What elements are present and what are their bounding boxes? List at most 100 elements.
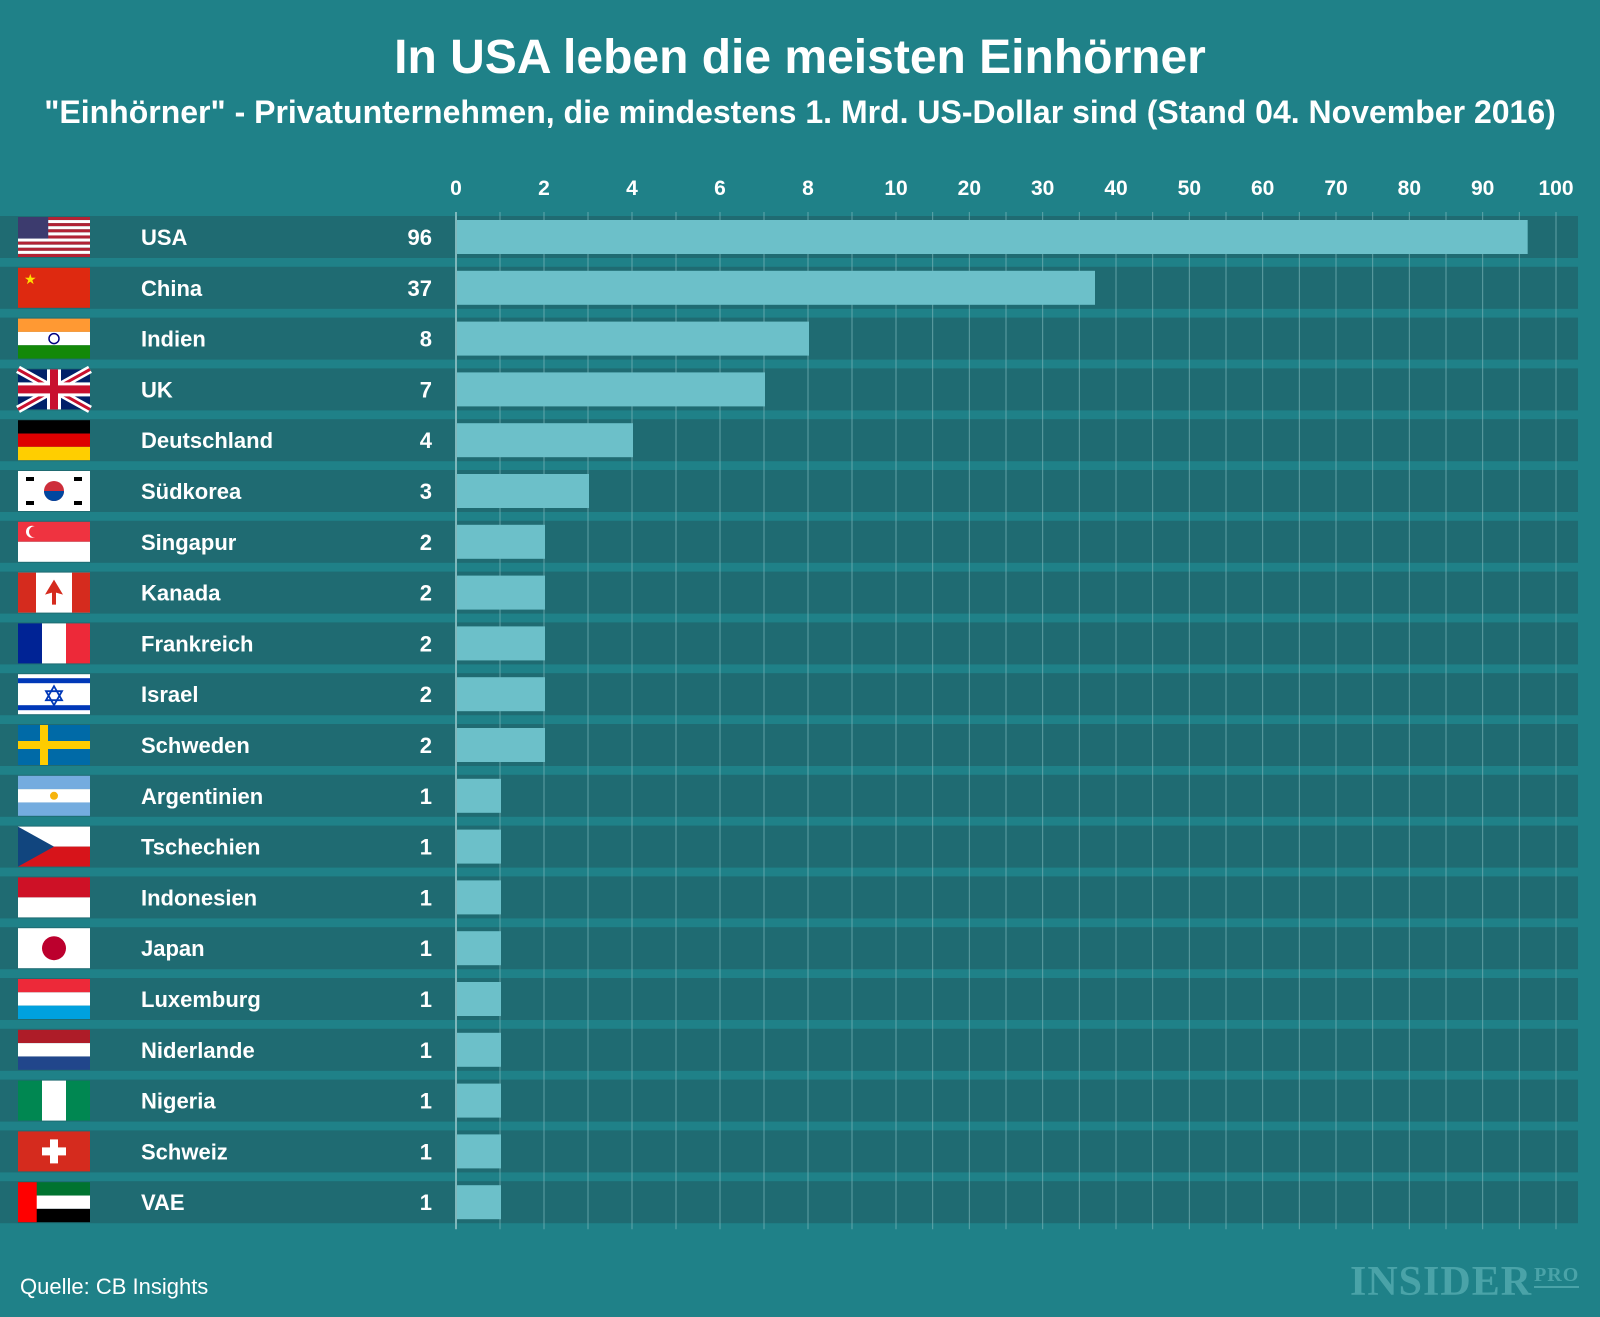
value-label: 7 (420, 377, 432, 402)
bar (457, 220, 1528, 254)
france-flag-icon (18, 623, 90, 664)
country-label: USA (141, 225, 188, 250)
india-flag-icon (18, 318, 90, 359)
canada-flag-icon (18, 572, 90, 613)
row-band (0, 724, 1578, 766)
value-label: 1 (420, 1089, 432, 1114)
x-tick-label: 40 (1104, 177, 1127, 200)
japan-flag-icon (18, 928, 90, 969)
bar (457, 778, 501, 813)
row-band (0, 368, 1578, 411)
singapore-flag-icon (18, 521, 90, 562)
x-tick-label: 80 (1398, 177, 1421, 200)
uae-flag-icon (18, 1182, 90, 1223)
country-label: Schweiz (141, 1139, 228, 1164)
bar (457, 1185, 501, 1220)
sweden-flag-icon (18, 725, 90, 765)
argentina-flag-icon (18, 775, 90, 816)
usa-flag-icon (18, 217, 90, 257)
row-band (0, 1181, 1578, 1224)
x-tick-label: 20 (958, 177, 981, 200)
row-band (0, 1130, 1578, 1173)
switzerland-flag-icon (18, 1131, 90, 1172)
value-label: 2 (420, 631, 432, 656)
bar (457, 1032, 501, 1067)
svg-text:★: ★ (24, 271, 37, 287)
bar (457, 677, 545, 712)
row-labels: USA 96 ★ China 37 Indien 8 UK 7 Deutschland 4 Südko… (16, 217, 433, 1223)
value-label: 37 (408, 276, 432, 301)
country-label: UK (141, 377, 173, 402)
indonesia-flag-icon (18, 877, 90, 918)
bar (457, 626, 545, 661)
value-label: 4 (420, 428, 433, 453)
country-label: Deutschland (141, 428, 273, 453)
x-tick-label: 6 (714, 177, 726, 200)
country-label: Nigeria (141, 1089, 216, 1114)
bars (457, 220, 1528, 1220)
value-label: 2 (420, 682, 432, 707)
bar (457, 982, 501, 1016)
country-label: Indonesien (141, 885, 257, 910)
country-label: Frankreich (141, 631, 254, 656)
insider-pro-logo: INSIDER PRO (1350, 1259, 1580, 1305)
bar (457, 524, 545, 559)
bar (457, 1134, 501, 1169)
country-label: Singapur (141, 530, 237, 555)
chart-title: In USA leben die meisten Einhörner (394, 31, 1206, 84)
country-label: Argentinien (141, 784, 263, 809)
bar (457, 423, 633, 458)
value-label: 8 (420, 327, 432, 352)
bar (457, 372, 765, 407)
luxembourg-flag-icon (18, 979, 90, 1019)
gridlines (455, 212, 1557, 1230)
x-tick-label: 2 (538, 177, 550, 200)
row-band (0, 622, 1578, 665)
chart-subtitle: "Einhörner" - Privatunternehmen, die min… (44, 94, 1556, 130)
bar (457, 880, 501, 915)
row-band (0, 876, 1578, 919)
country-label: Niderlande (141, 1038, 255, 1063)
source-note: Quelle: CB Insights (20, 1274, 209, 1299)
value-label: 1 (420, 885, 432, 910)
value-label: 1 (420, 1038, 432, 1063)
value-label: 2 (420, 530, 432, 555)
row-band (0, 571, 1578, 614)
country-label: Indien (141, 327, 206, 352)
value-label: 96 (408, 225, 432, 250)
value-label: 1 (420, 1139, 432, 1164)
row-band (0, 673, 1578, 716)
bar (457, 321, 809, 356)
x-tick-label: 4 (626, 177, 638, 200)
uk-flag-icon (16, 365, 92, 413)
x-tick-label: 100 (1538, 177, 1573, 200)
country-label: China (141, 276, 203, 301)
x-axis-ticks: 0 2 4 6 8 10 20 30 40 50 60 70 80 90 100 (450, 177, 1573, 200)
bar (457, 575, 545, 610)
value-label: 3 (420, 479, 432, 504)
bar (457, 474, 589, 508)
czechia-flag-icon (18, 826, 90, 867)
value-label: 1 (420, 1190, 432, 1215)
south-korea-flag-icon (18, 471, 90, 511)
row-band (0, 1028, 1578, 1071)
row-bands (0, 216, 1578, 1224)
country-label: Tschechien (141, 835, 260, 860)
country-label: Luxemburg (141, 987, 261, 1012)
row-band (0, 1079, 1578, 1122)
bar (457, 270, 1095, 305)
row-band (0, 470, 1578, 512)
x-tick-label: 70 (1324, 177, 1347, 200)
row-band (0, 774, 1578, 817)
row-band (0, 978, 1578, 1020)
row-band (0, 520, 1578, 563)
row-band (0, 825, 1578, 868)
x-tick-label: 10 (884, 177, 907, 200)
x-tick-label: 90 (1471, 177, 1494, 200)
nigeria-flag-icon (18, 1080, 90, 1121)
israel-flag-icon (18, 674, 90, 715)
bar (457, 1083, 501, 1118)
netherlands-flag-icon (18, 1029, 90, 1070)
country-label: Südkorea (141, 479, 242, 504)
